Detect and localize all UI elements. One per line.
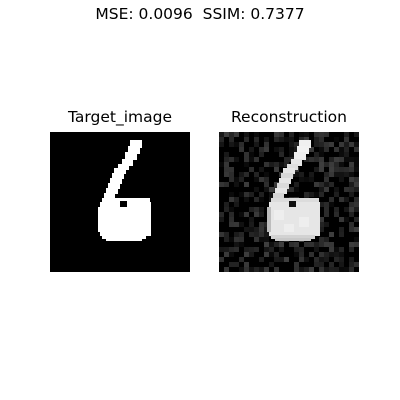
target-digit-six <box>98 140 151 241</box>
target-image <box>50 132 190 272</box>
reconstruction-image <box>219 132 359 272</box>
reconstruction-digit-six <box>267 140 320 241</box>
figure-suptitle: MSE: 0.0096 SSIM: 0.7377 <box>95 5 305 23</box>
reconstruction-pixels <box>219 132 359 272</box>
target-image-title: Target_image <box>68 108 172 126</box>
reconstruction-noise <box>219 132 359 272</box>
target-image-pixels <box>50 132 190 272</box>
reconstruction-title: Reconstruction <box>230 108 347 126</box>
reconstruction-highlights <box>274 210 309 232</box>
